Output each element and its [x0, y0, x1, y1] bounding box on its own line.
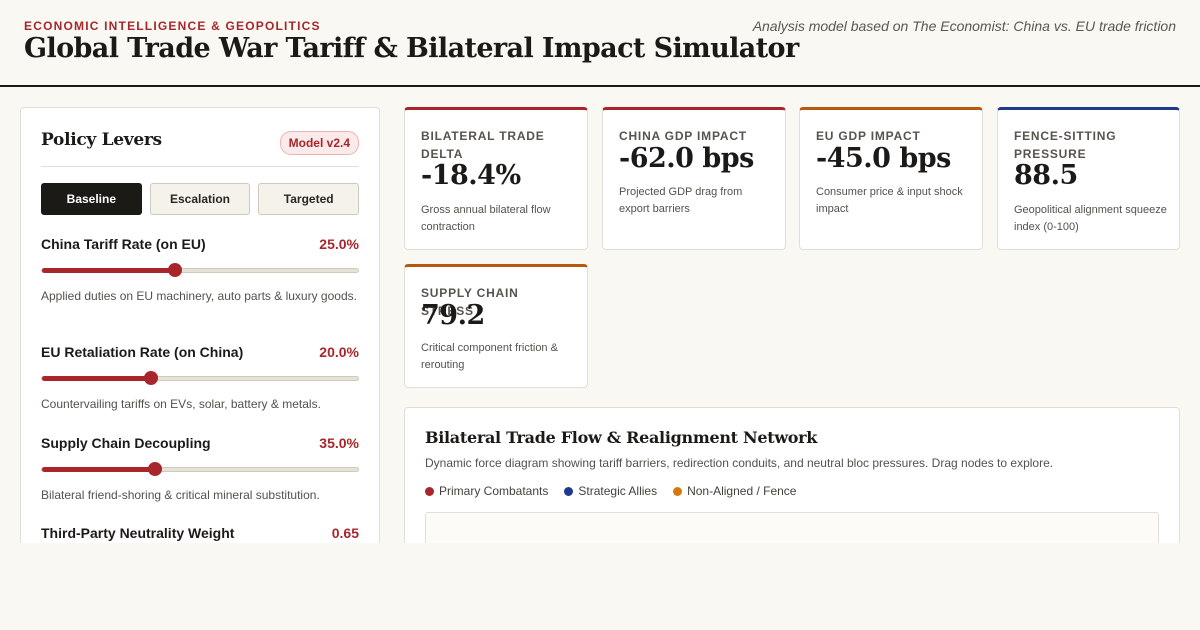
preset-buttons: Baseline Escalation Targeted	[41, 183, 360, 215]
page-header: ECONOMIC INTELLIGENCE & GEOPOLITICS Glob…	[0, 0, 1200, 87]
eu-retaliation-slider[interactable]	[41, 371, 359, 385]
policy-levers-panel: Policy Levers Model v2.4 Baseline Escala…	[20, 107, 380, 557]
kpi-value: -18.4%	[421, 160, 521, 191]
lever-third-party-neutrality: Third-Party Neutrality Weight 0.65	[41, 525, 359, 556]
slider-fill	[42, 467, 156, 472]
kpi-description: Consumer price & input shock impact	[816, 186, 963, 215]
legend-label: Non-Aligned / Fence	[687, 484, 797, 498]
kpi-card-fence-sitting-pressure: Fence-Sitting Pressure 88.5 Geopolitical…	[997, 107, 1180, 250]
kpi-label: Bilateral Trade Delta	[421, 129, 545, 161]
lever-eu-retaliation: EU Retaliation Rate (on China) 20.0% Cou…	[41, 344, 359, 413]
model-version-badge: Model v2.4	[279, 131, 359, 155]
kpi-value: 79.2	[421, 300, 485, 331]
network-legend: Primary Combatants Strategic Allies Non-…	[425, 484, 796, 498]
source-note: Analysis model based on The Economist: C…	[752, 18, 1176, 34]
legend-dot-icon	[564, 486, 574, 496]
network-subtitle: Dynamic force diagram showing tariff bar…	[425, 456, 1054, 470]
divider	[41, 166, 359, 167]
legend-item-non-aligned: Non-Aligned / Fence	[673, 484, 796, 498]
lever-value: 35.0%	[319, 435, 359, 451]
kpi-card-china-gdp-impact: China GDP Impact -62.0 bps Projected GDP…	[602, 107, 786, 250]
lever-description: Applied duties on EU machinery, auto par…	[41, 289, 357, 303]
preset-escalation-button[interactable]: Escalation	[149, 183, 251, 215]
kpi-label: EU GDP Impact	[816, 129, 921, 143]
lever-value: 25.0%	[319, 236, 359, 252]
slider-fill	[42, 376, 151, 381]
lever-value: 20.0%	[319, 344, 359, 360]
slider-thumb[interactable]	[167, 263, 182, 277]
kpi-label: China GDP Impact	[619, 129, 747, 143]
lever-value: 0.65	[331, 525, 359, 541]
china-tariff-slider[interactable]	[41, 263, 359, 277]
legend-item-strategic-allies: Strategic Allies	[564, 484, 657, 498]
section-kicker: ECONOMIC INTELLIGENCE & GEOPOLITICS	[24, 19, 321, 33]
legend-dot-icon	[673, 486, 683, 496]
trade-network-panel: Bilateral Trade Flow & Realignment Netwo…	[404, 407, 1180, 557]
slider-thumb[interactable]	[143, 371, 158, 385]
kpi-label: Supply Chain Stress	[421, 286, 519, 318]
lever-label: Supply Chain Decoupling	[41, 435, 211, 451]
legend-item-primary-combatants: Primary Combatants	[425, 484, 548, 498]
preset-baseline-button[interactable]: Baseline	[41, 183, 142, 215]
lever-china-tariff: China Tariff Rate (on EU) 25.0% Applied …	[41, 236, 359, 305]
kpi-description: Projected GDP drag from export barriers	[619, 186, 743, 215]
kpi-description: Gross annual bilateral flow contraction	[421, 204, 551, 233]
lever-description: Bilateral friend-shoring & critical mine…	[41, 488, 320, 502]
kpi-card-supply-chain-stress: Supply Chain Stress 79.2 Critical compon…	[404, 264, 588, 388]
network-title: Bilateral Trade Flow & Realignment Netwo…	[425, 428, 818, 447]
kpi-value: 88.5	[1014, 160, 1078, 191]
kpi-description: Geopolitical alignment squeeze index (0-…	[1014, 204, 1167, 233]
kpi-value: -45.0 bps	[816, 143, 951, 174]
lever-label: China Tariff Rate (on EU)	[41, 236, 206, 252]
kpi-label: Fence-Sitting Pressure	[1014, 129, 1117, 161]
viewport-bottom	[0, 543, 1200, 630]
preset-targeted-button[interactable]: Targeted	[258, 183, 360, 215]
panel-title: Policy Levers	[41, 130, 162, 150]
slider-thumb[interactable]	[148, 462, 163, 476]
legend-label: Primary Combatants	[439, 484, 549, 498]
lever-supply-chain-decoupling: Supply Chain Decoupling 35.0% Bilateral …	[41, 435, 359, 504]
lever-label: EU Retaliation Rate (on China)	[41, 344, 244, 360]
kpi-value: -62.0 bps	[619, 143, 754, 174]
kpi-card-eu-gdp-impact: EU GDP Impact -45.0 bps Consumer price &…	[799, 107, 983, 250]
lever-description: Countervailing tariffs on EVs, solar, ba…	[41, 397, 321, 411]
legend-label: Strategic Allies	[578, 484, 658, 498]
kpi-description: Critical component friction & rerouting	[421, 342, 558, 371]
kpi-card-bilateral-trade-delta: Bilateral Trade Delta -18.4% Gross annua…	[404, 107, 588, 250]
supply-chain-decoupling-slider[interactable]	[41, 462, 359, 476]
page-title: Global Trade War Tariff & Bilateral Impa…	[24, 33, 799, 64]
lever-label: Third-Party Neutrality Weight	[41, 525, 235, 541]
legend-dot-icon	[425, 486, 434, 496]
slider-fill	[42, 268, 175, 273]
